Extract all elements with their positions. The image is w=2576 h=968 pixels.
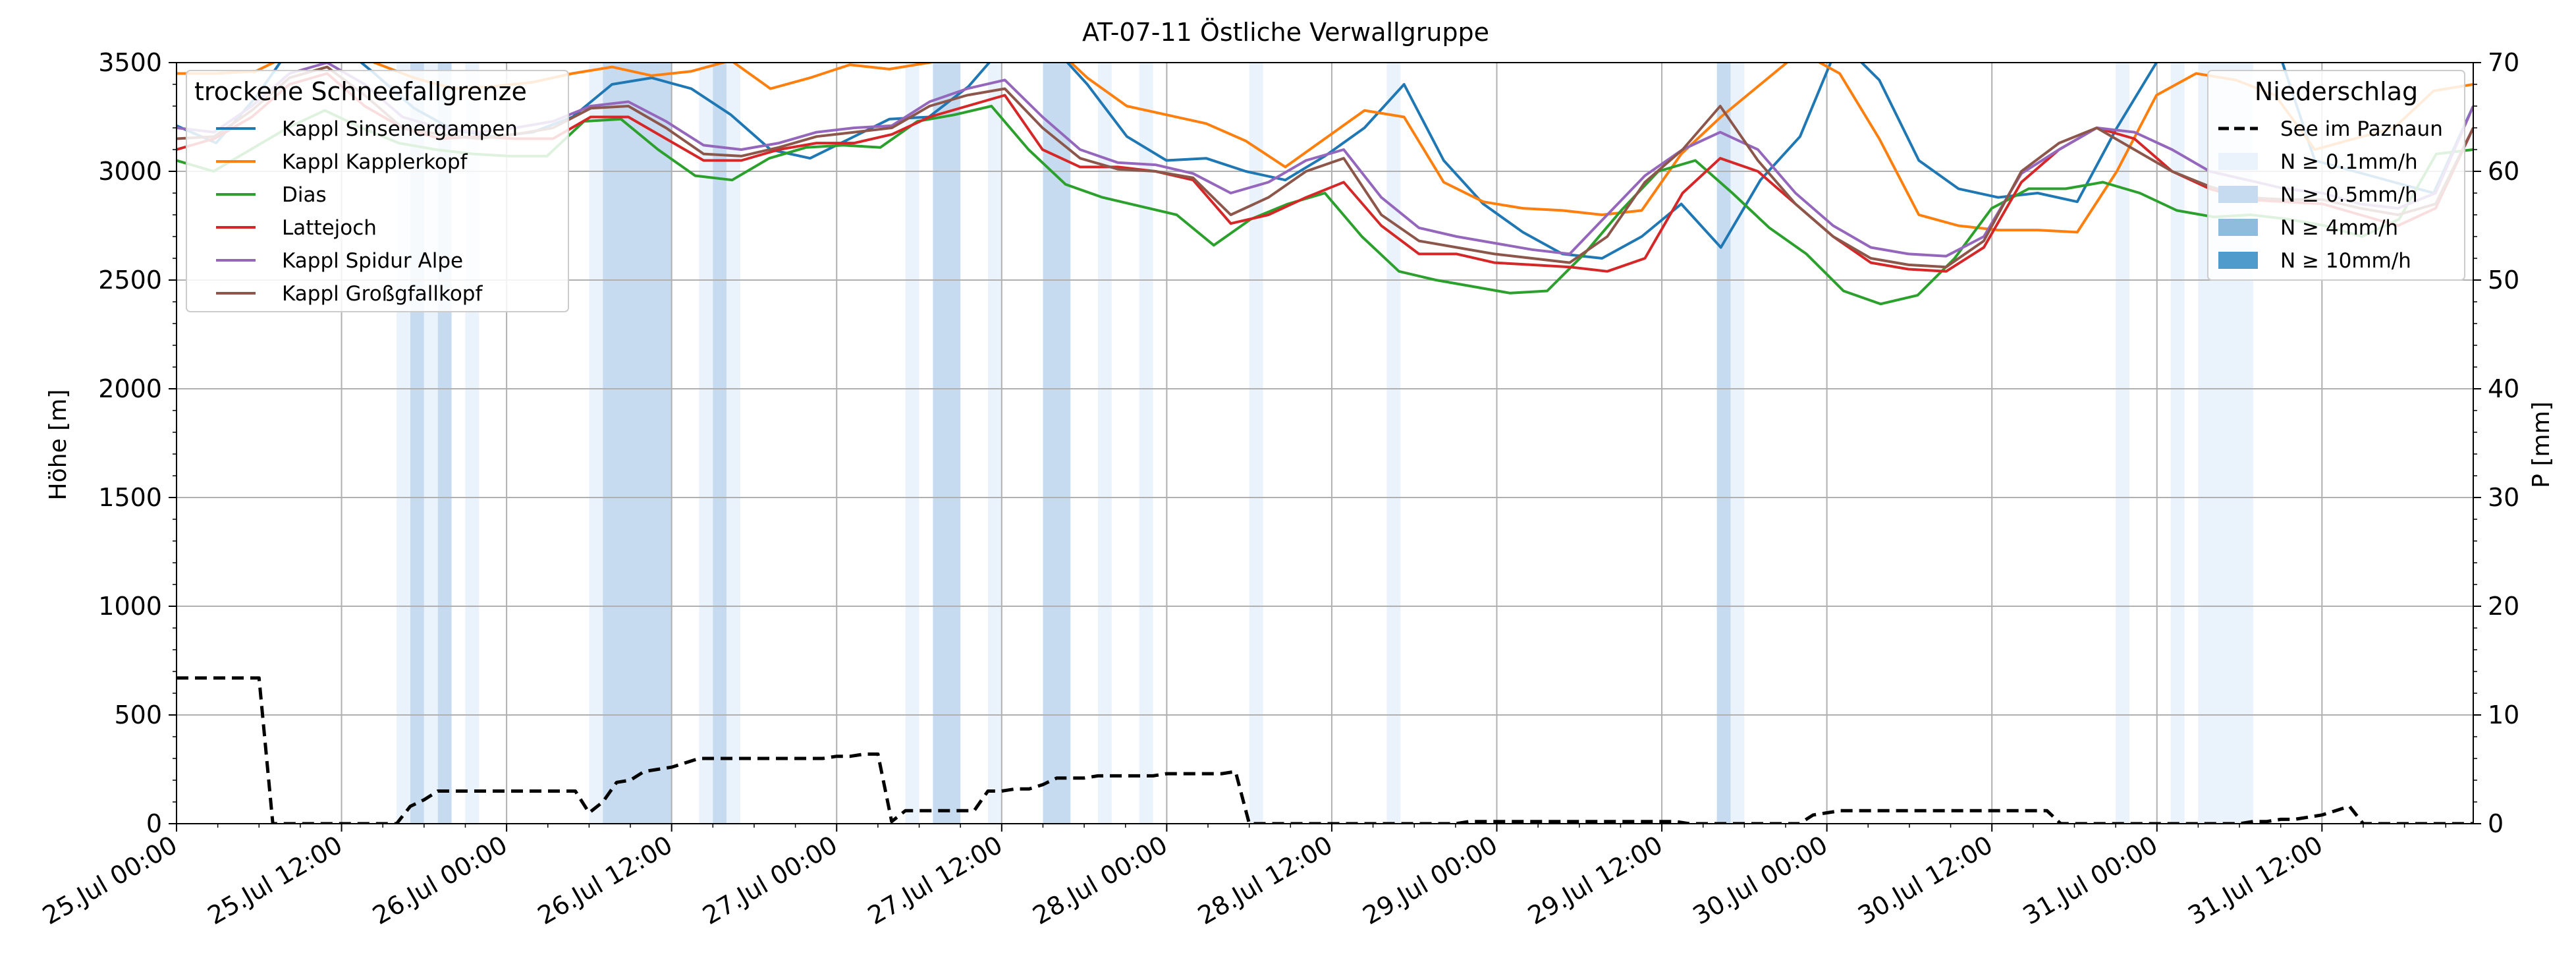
legend-box (2207, 70, 2465, 281)
precipitation-band (699, 63, 713, 824)
legend-label: N ≥ 0.1mm/h (2280, 150, 2418, 174)
y-tick-label-right: 10 (2488, 700, 2519, 729)
y-tick-label-left: 500 (114, 700, 162, 729)
chart-title: AT-07-11 Östliche Verwallgruppe (1082, 18, 1489, 47)
y-tick-label-left: 2500 (98, 266, 162, 295)
legend-label: Lattejoch (282, 216, 377, 240)
y-tick-label-right: 30 (2488, 483, 2519, 512)
plot-frame (176, 62, 2474, 824)
precipitation-band (1716, 63, 1731, 824)
precipitation-band (1043, 63, 1071, 824)
y-tick-label-right: 50 (2488, 266, 2519, 295)
legend-label: See im Paznaun (2280, 117, 2443, 141)
legend-title: trockene Schneefallgrenze (194, 77, 527, 106)
precipitation-band (1249, 63, 1263, 824)
precipitation-band (1097, 63, 1112, 824)
precipitation-band (713, 63, 727, 824)
precipitation-band (1386, 63, 1401, 824)
precipitation-band (1730, 63, 1745, 824)
legend-label: Kappl Kapplerkopf (282, 150, 468, 174)
precipitation-band (726, 63, 741, 824)
y-tick-label-left: 1000 (98, 592, 162, 621)
precipitation-band (1139, 63, 1153, 824)
legend-title: Niederschlag (2255, 77, 2418, 106)
y-tick-label-right: 40 (2488, 374, 2519, 403)
legend-swatch (2218, 186, 2258, 203)
y-tick-label-left: 1500 (98, 483, 162, 512)
precipitation-band (987, 63, 1002, 824)
y-axis-left-label: Höhe [m] (45, 389, 72, 501)
legend-snowline: trockene Schneefallgrenze Kappl Sinsenerg… (186, 70, 569, 312)
y-tick-label-left: 3000 (98, 157, 162, 186)
legend-label: N ≥ 10mm/h (2280, 249, 2411, 273)
y-tick-label-right: 70 (2488, 48, 2519, 77)
legend-precipitation: Niederschlag See im Paznaun N ≥ 0.1mm/h N ≥… (2207, 70, 2465, 281)
legend-label: N ≥ 4mm/h (2280, 216, 2398, 240)
precipitation-band (589, 63, 603, 824)
y-tick-label-left: 0 (146, 809, 162, 838)
y-axis-right-label: P [mm] (2528, 401, 2555, 488)
precipitation-band (933, 63, 961, 824)
legend-label: Kappl Spidur Alpe (282, 249, 463, 273)
legend-label: Kappl Sinsenergampen (282, 117, 518, 141)
legend-label: N ≥ 0.5mm/h (2280, 183, 2418, 207)
precipitation-band (2116, 63, 2129, 824)
legend-box (186, 70, 569, 312)
y-tick-label-left: 3500 (98, 48, 162, 77)
y-tick-label-right: 60 (2488, 157, 2519, 186)
y-tick-label-right: 20 (2488, 592, 2519, 621)
y-tick-label-right: 0 (2488, 809, 2504, 838)
legend-swatch (2218, 153, 2258, 170)
legend-swatch (2218, 219, 2258, 236)
legend-label: Kappl Großgfallkopf (282, 282, 483, 306)
precipitation-band (2170, 63, 2185, 824)
legend-label: Dias (282, 183, 327, 207)
legend-swatch (2218, 252, 2258, 269)
precipitation-band (603, 63, 672, 824)
precipitation-band (905, 63, 919, 824)
y-tick-label-left: 2000 (98, 374, 162, 403)
